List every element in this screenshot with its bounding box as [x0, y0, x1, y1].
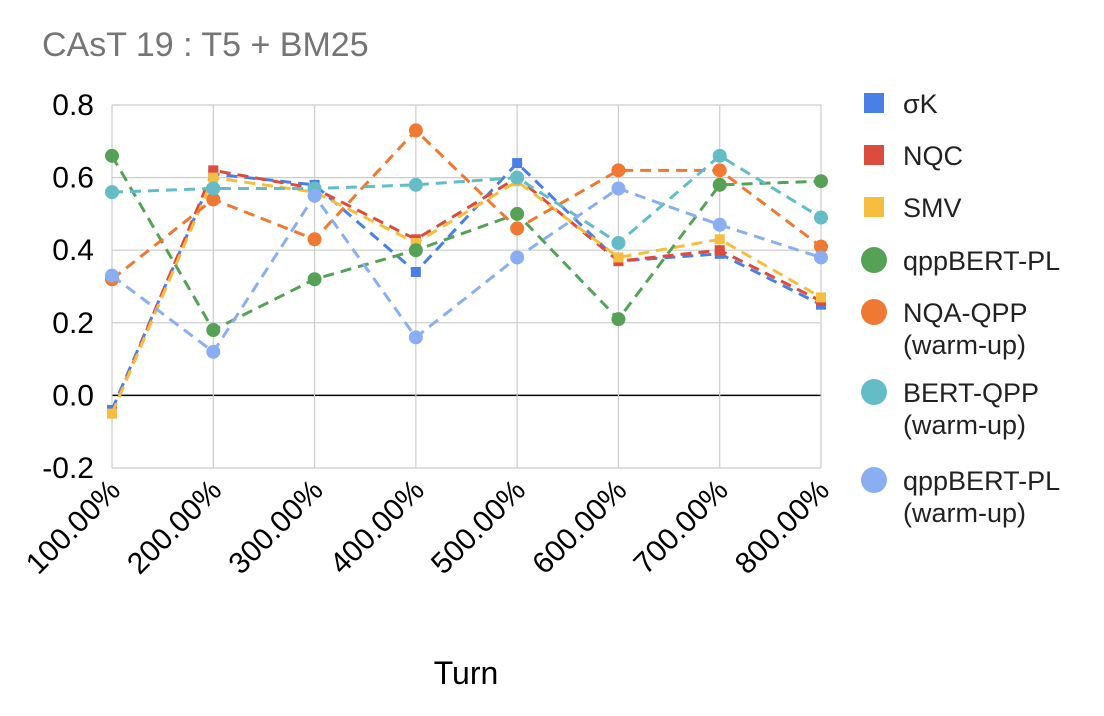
legend-label: (warm-up): [903, 498, 1026, 528]
data-point: [408, 123, 423, 138]
data-point: [714, 234, 725, 245]
data-point: [510, 250, 525, 265]
series-line: [111, 153, 822, 245]
legend-swatch: [861, 467, 887, 493]
data-point: [105, 268, 119, 283]
legend-label: qppBERT-PL: [903, 246, 1060, 276]
data-point: [510, 170, 525, 185]
legend-label: σK: [903, 89, 938, 119]
legend-item: σK: [864, 89, 938, 119]
series-line: [110, 155, 822, 333]
data-point: [712, 177, 727, 192]
y-tick-label: 0.8: [52, 89, 94, 122]
legend-swatch: [864, 93, 884, 113]
data-point: [206, 192, 221, 207]
series-2: [107, 172, 826, 419]
legend-label: NQA-QPP: [903, 298, 1028, 328]
series-line: [110, 175, 822, 415]
legend-swatch: [864, 197, 884, 217]
y-tick-label: 0.6: [52, 162, 94, 195]
series-line: [111, 186, 822, 355]
x-axis-label: Turn: [434, 655, 499, 691]
data-point: [712, 217, 727, 232]
data-point: [512, 158, 523, 169]
legend-item: BERT-QPP(warm-up): [861, 378, 1039, 440]
data-point: [206, 323, 221, 338]
data-point: [410, 266, 421, 277]
data-point: [611, 235, 626, 250]
series-3: [105, 148, 828, 338]
data-point: [814, 250, 828, 265]
data-point: [611, 181, 626, 196]
data-point: [307, 232, 322, 247]
legend-swatch: [861, 379, 887, 405]
data-point: [208, 172, 219, 183]
y-tick-label: 0.4: [52, 234, 94, 267]
data-point: [712, 148, 727, 163]
legend-item: qppBERT-PL(warm-up): [861, 466, 1060, 528]
data-point: [105, 148, 119, 163]
series-5: [105, 148, 828, 250]
x-tick-label: 800.00%: [729, 474, 836, 581]
x-tick-label: 100.00%: [20, 474, 127, 581]
x-tick-label: 400.00%: [324, 474, 431, 581]
data-point: [408, 330, 423, 345]
x-tick-label: 600.00%: [526, 474, 633, 581]
data-point: [408, 177, 423, 192]
data-point: [105, 185, 119, 200]
legend-item: qppBERT-PL: [861, 246, 1060, 276]
x-axis-ticks: 100.00%200.00%300.00%400.00%500.00%600.0…: [20, 474, 836, 581]
data-point: [206, 181, 221, 196]
data-point: [307, 272, 322, 287]
data-point: [814, 239, 828, 254]
series-line: [110, 160, 822, 411]
data-point: [814, 174, 828, 189]
x-tick-label: 700.00%: [628, 474, 735, 581]
data-point: [611, 312, 626, 327]
data-point: [510, 221, 525, 236]
y-tick-label: 0.0: [52, 379, 94, 412]
data-point: [611, 163, 626, 178]
legend-item: SMV: [864, 193, 962, 223]
legend-label: (warm-up): [903, 410, 1026, 440]
series-line: [110, 168, 822, 415]
data-point: [712, 163, 727, 178]
legend-label: NQC: [903, 141, 963, 171]
x-tick-label: 300.00%: [222, 474, 329, 581]
data-point: [107, 408, 117, 419]
legend-label: SMV: [903, 193, 962, 223]
x-tick-label: 500.00%: [425, 474, 532, 581]
y-tick-label: 0.2: [52, 307, 94, 340]
legend: σKNQCSMVqppBERT-PLNQA-QPP(warm-up)BERT-Q…: [861, 89, 1060, 528]
data-point: [208, 165, 219, 176]
legend-swatch: [864, 145, 884, 165]
legend-swatch: [861, 247, 887, 273]
data-point: [613, 252, 624, 263]
series-layer: [105, 123, 828, 419]
data-point: [816, 292, 826, 303]
legend-swatch: [861, 299, 887, 325]
legend-label: BERT-QPP: [903, 378, 1039, 408]
chart-title: CAsT 19 : T5 + BM25: [42, 26, 369, 64]
data-point: [410, 237, 421, 248]
data-point: [814, 210, 828, 225]
data-point: [408, 243, 423, 258]
x-tick-label: 200.00%: [121, 474, 228, 581]
y-tick-label: -0.2: [42, 452, 94, 485]
legend-label: qppBERT-PL: [903, 466, 1060, 496]
legend-label: (warm-up): [903, 330, 1026, 360]
data-point: [307, 188, 322, 203]
legend-item: NQA-QPP(warm-up): [861, 298, 1028, 360]
series-6: [105, 181, 828, 359]
data-point: [510, 206, 525, 221]
y-axis-ticks: -0.2 0.0 0.2 0.4 0.6 0.8: [42, 89, 94, 485]
data-point: [714, 245, 725, 256]
legend-item: NQC: [864, 141, 963, 171]
data-point: [206, 344, 221, 359]
